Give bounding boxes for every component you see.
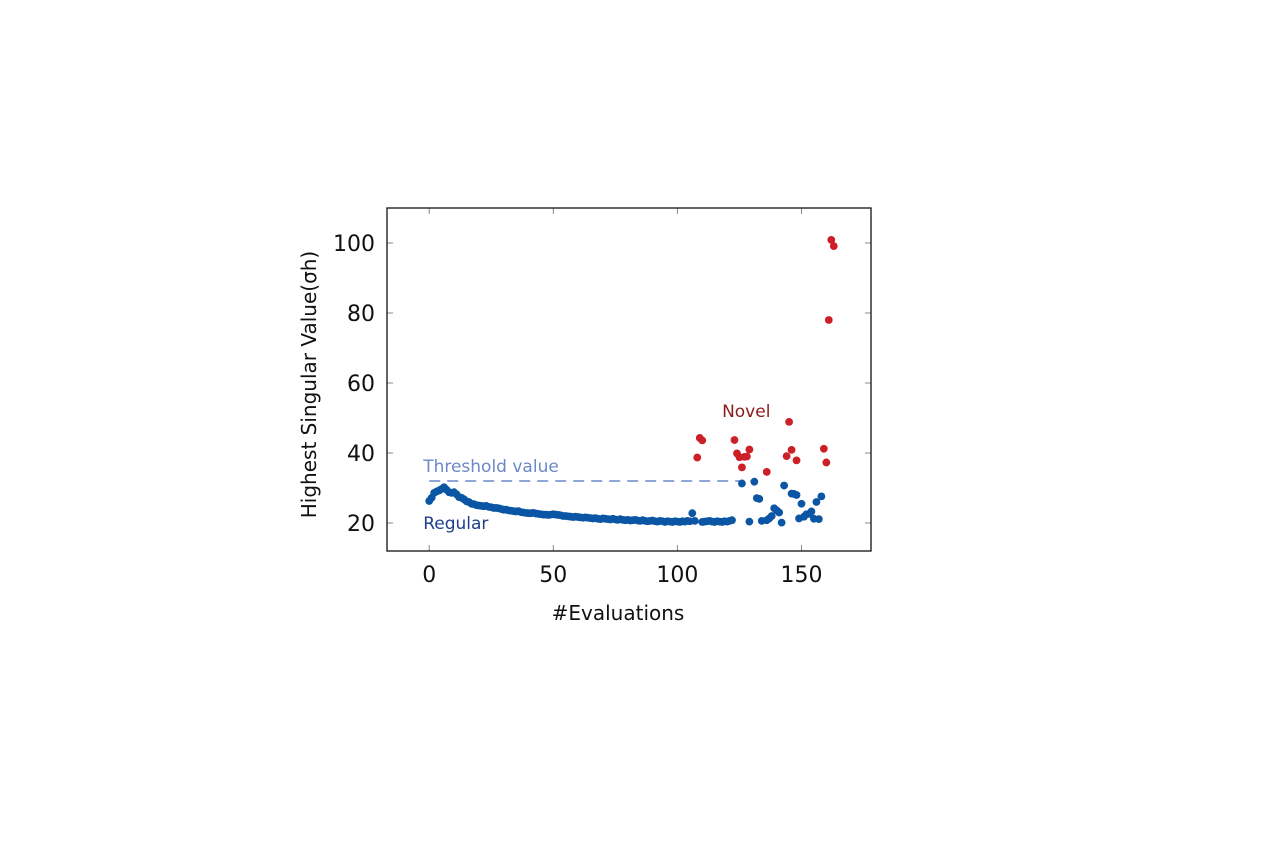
regular-point (690, 517, 699, 525)
regular-point (738, 479, 746, 488)
regular-annotation: Regular (423, 514, 488, 534)
regular-point (780, 481, 789, 490)
novel-point (792, 456, 801, 465)
regular-point (812, 498, 821, 506)
x-tick-label: 50 (539, 563, 567, 588)
novel-point (693, 453, 702, 462)
regular-point (728, 516, 736, 525)
regular-point (797, 499, 806, 508)
regular-point (817, 492, 826, 501)
novel-point (819, 444, 828, 453)
regular-point (792, 491, 801, 499)
novel-point (787, 445, 796, 454)
y-tick-label: 100 (333, 232, 375, 257)
regular-point (755, 494, 764, 503)
novel-point (829, 242, 838, 251)
x-tick-label: 0 (422, 563, 436, 588)
novel-point (730, 436, 739, 444)
novel-point (762, 468, 771, 476)
ticks-layer: 0 50 100 150 20 40 60 80 100 (333, 208, 871, 588)
y-axis-title: Highest Singular Value(σh) (297, 251, 321, 518)
novel-point (785, 417, 793, 426)
novel-point (827, 235, 836, 244)
novel-point (745, 445, 754, 454)
regular-point (688, 509, 697, 518)
regular-point (750, 477, 759, 486)
points-layer (425, 235, 838, 527)
y-tick-label: 20 (347, 512, 375, 537)
y-tick-label: 60 (347, 372, 375, 397)
regular-point (807, 507, 816, 516)
novel-point (738, 463, 746, 472)
novel-point (822, 458, 831, 467)
x-tick-label: 100 (656, 563, 698, 588)
regular-point (775, 508, 784, 517)
threshold-label: Threshold value (422, 457, 559, 477)
y-tick-label: 40 (347, 442, 375, 467)
regular-point (745, 517, 754, 526)
regular-point (767, 512, 776, 520)
x-tick-label: 150 (781, 563, 823, 588)
novel-annotation: Novel (722, 402, 770, 422)
plot-frame (386, 207, 872, 552)
novel-point (824, 316, 833, 324)
novel-point (782, 452, 791, 461)
y-tick-label: 80 (347, 302, 375, 327)
novel-point (698, 436, 707, 445)
regular-point (814, 515, 823, 524)
x-axis-title: #Evaluations (552, 601, 685, 625)
novel-point (742, 452, 751, 461)
regular-point (777, 518, 786, 527)
